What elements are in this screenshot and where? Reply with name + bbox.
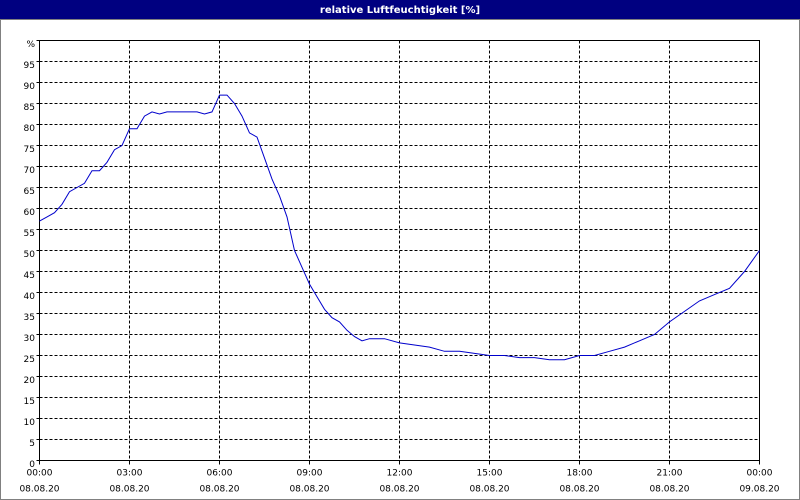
x-tick-date: 08.08.20 bbox=[469, 485, 509, 495]
x-tick-date: 08.08.20 bbox=[559, 485, 599, 495]
x-tick-label: 09:00 bbox=[297, 469, 323, 479]
x-tick-label: 15:00 bbox=[477, 469, 503, 479]
y-tick-label: 10 bbox=[24, 418, 36, 428]
x-tick-date: 08.08.20 bbox=[649, 485, 689, 495]
y-tick-label: 0 bbox=[29, 460, 35, 470]
x-tick-label: 00:00 bbox=[27, 469, 53, 479]
y-tick-label: 15 bbox=[24, 397, 35, 407]
title-bar bbox=[0, 0, 800, 19]
y-tick-label: 70 bbox=[24, 166, 36, 176]
y-tick-label: 65 bbox=[24, 187, 35, 197]
y-tick-label: 25 bbox=[24, 355, 35, 365]
y-tick-label: 45 bbox=[24, 271, 35, 281]
x-tick-label: 03:00 bbox=[117, 469, 143, 479]
x-tick-label: 00:00 bbox=[747, 469, 773, 479]
data-line bbox=[39, 94, 760, 361]
x-tick-label: 06:00 bbox=[207, 469, 233, 479]
x-tick-label: 18:00 bbox=[567, 469, 593, 479]
x-tick-date: 08.08.20 bbox=[199, 485, 239, 495]
y-tick-label: 80 bbox=[24, 124, 36, 134]
y-tick-label: 35 bbox=[24, 313, 35, 323]
y-tick-label: 50 bbox=[24, 250, 36, 260]
x-tick-label: 12:00 bbox=[387, 469, 413, 479]
y-tick-label: 40 bbox=[24, 292, 36, 302]
y-tick-label: 60 bbox=[24, 208, 36, 218]
x-tick-date: 09.08.20 bbox=[739, 485, 779, 495]
x-tick-date: 08.08.20 bbox=[289, 485, 329, 495]
y-tick-label: 30 bbox=[24, 334, 36, 344]
y-tick-label: 20 bbox=[24, 376, 36, 386]
chart-title: relative Luftfeuchtigkeit [%] bbox=[320, 5, 480, 16]
y-tick-label: 95 bbox=[24, 61, 35, 71]
x-tick-date: 08.08.20 bbox=[109, 485, 149, 495]
x-tick-date: 08.08.20 bbox=[379, 485, 419, 495]
y-tick-label: 55 bbox=[24, 229, 35, 239]
y-tick-label: 5 bbox=[29, 439, 35, 449]
y-tick-label: 90 bbox=[24, 82, 36, 92]
x-tick-date: 08.08.20 bbox=[19, 485, 59, 495]
y-tick-label: % bbox=[26, 40, 35, 50]
y-tick-label: 75 bbox=[24, 145, 35, 155]
y-tick-label: 85 bbox=[24, 103, 35, 113]
x-tick-label: 21:00 bbox=[657, 469, 683, 479]
